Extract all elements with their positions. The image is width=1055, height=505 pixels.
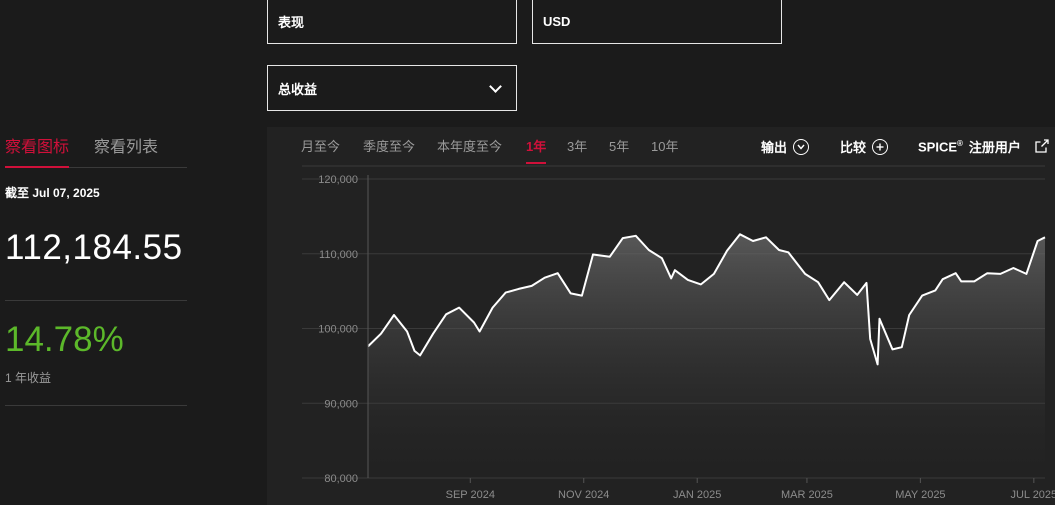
return-type-label: 总收益 (278, 81, 318, 97)
range-tab-10y[interactable]: 10年 (651, 139, 679, 154)
range-tab-qtd[interactable]: 季度至今 (363, 139, 416, 154)
range-tab-1y[interactable]: 1年 (526, 138, 547, 164)
chevron-down-icon (489, 79, 502, 93)
return-label: 1 年收益 (5, 371, 52, 385)
x-tick-label: NOV 2024 (558, 489, 609, 501)
y-tick-label: 110,000 (319, 249, 358, 261)
export-label: 输出 (761, 140, 788, 155)
performance-chart: 120,000 110,000 100,000 90,000 80,000 SEP 202… (302, 165, 1055, 501)
y-tick-label: 90,000 (324, 398, 358, 410)
as-of-date: 截至 Jul 07, 2025 (5, 186, 100, 200)
series-line (367, 233, 1046, 366)
y-tick-label: 80,000 (324, 473, 358, 485)
current-value: 112,184.55 (5, 228, 183, 267)
range-tab-3y[interactable]: 3年 (567, 139, 588, 154)
plus-circle-icon (872, 138, 889, 155)
y-tick-label: 120,000 (318, 174, 358, 186)
x-tick-label: JAN 2025 (673, 489, 721, 501)
chart-panel: 月至今 季度至今 本年度至今 1年 3年 5年 10年 输出 比较 SPICE®… (267, 127, 1055, 505)
export-button[interactable]: 输出 (761, 137, 810, 156)
tab-view-chart[interactable]: 察看图标 (5, 138, 70, 168)
range-tab-mtd[interactable]: 月至今 (301, 139, 341, 154)
series-area-fill (368, 234, 1045, 478)
divider (5, 405, 187, 406)
range-tab-ytd[interactable]: 本年度至今 (437, 139, 503, 154)
spice-label: SPICE® (918, 138, 963, 155)
view-tabs: 察看图标 察看列表 (5, 138, 187, 168)
external-link-icon (1035, 138, 1051, 155)
range-tab-5y[interactable]: 5年 (609, 139, 630, 154)
x-tick-label: SEP 2024 (446, 489, 495, 501)
registered-mark: ® (957, 138, 963, 148)
spice-register-link[interactable]: SPICE® 注册用户 (918, 137, 1051, 156)
return-type-dropdown[interactable]: 总收益 (267, 65, 517, 111)
compare-label: 比较 (840, 140, 867, 155)
performance-label: 表现 (278, 14, 305, 30)
x-tick-label: JUL 2025 (1010, 489, 1055, 501)
x-tick-label: MAY 2025 (895, 489, 945, 501)
tab-view-list[interactable]: 察看列表 (94, 139, 159, 156)
chevron-circle-down-icon (793, 138, 810, 155)
y-tick-label: 100,000 (318, 324, 358, 336)
divider (5, 300, 187, 301)
currency-select[interactable]: USD (532, 0, 782, 44)
compare-button[interactable]: 比较 (840, 137, 889, 156)
currency-label: USD (543, 13, 571, 29)
x-tick-label: MAR 2025 (781, 489, 833, 501)
return-percent: 14.78% (5, 320, 124, 359)
performance-select[interactable]: 表现 (267, 0, 517, 44)
register-label: 注册用户 (968, 140, 1021, 155)
